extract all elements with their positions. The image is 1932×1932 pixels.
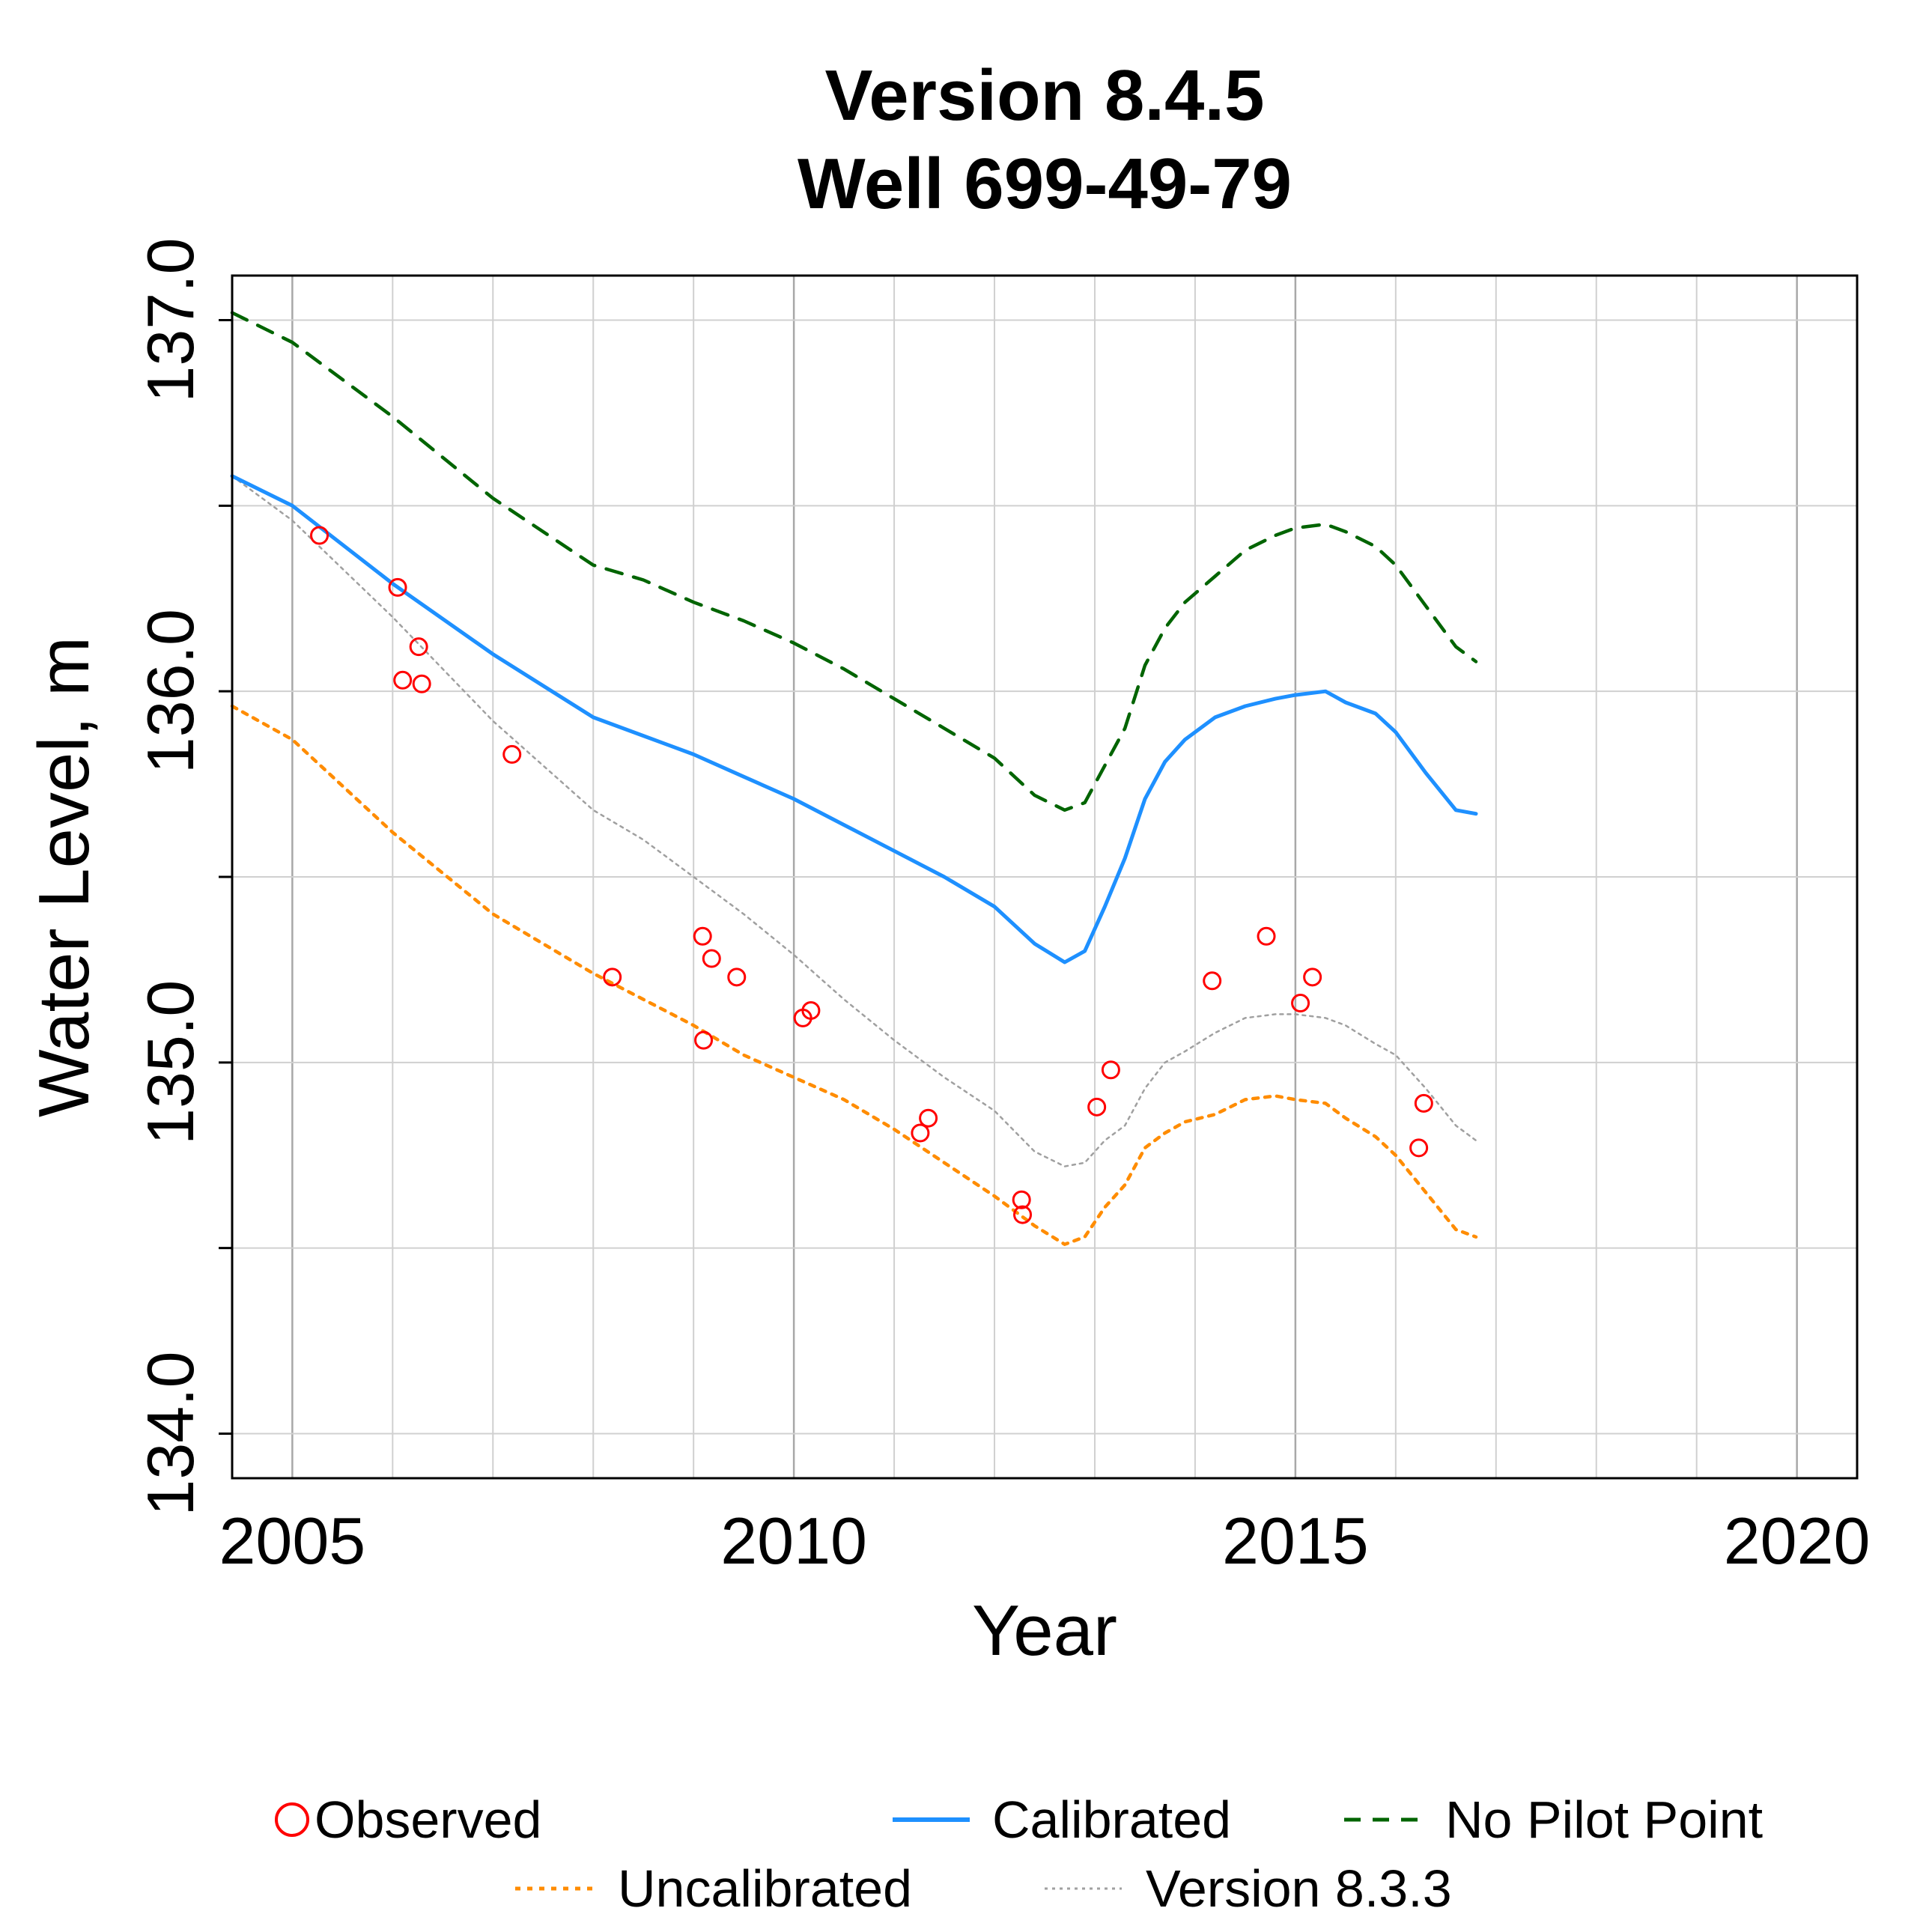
legend-version-833-label: Version 8.3.3 bbox=[1146, 1859, 1452, 1918]
observed-point bbox=[727, 967, 747, 987]
legend-entry-calibrated: Calibrated bbox=[893, 1790, 1231, 1849]
legend-entry-observed: Observed bbox=[275, 1790, 541, 1849]
x-tick-label: 2015 bbox=[1222, 1504, 1369, 1578]
observed-point bbox=[694, 1030, 714, 1050]
observed-point bbox=[1303, 967, 1322, 987]
legend-observed-label: Observed bbox=[315, 1790, 541, 1849]
series-line-uncalibrated bbox=[230, 704, 1478, 1246]
observed-point bbox=[502, 744, 522, 764]
legend-no-pilot-point-label: No Pilot Point bbox=[1445, 1790, 1763, 1849]
x-tick-label: 2010 bbox=[720, 1504, 867, 1578]
observed-point bbox=[1414, 1093, 1433, 1113]
observed-point bbox=[1409, 1138, 1429, 1158]
observed-point bbox=[801, 1000, 821, 1020]
legend-observed-marker bbox=[275, 1802, 309, 1837]
x-tick-label: 2020 bbox=[1724, 1504, 1871, 1578]
y-tick-label: 137.0 bbox=[133, 237, 207, 402]
observed-point bbox=[388, 577, 407, 597]
chart-subtitle: Well 699-49-79 bbox=[798, 144, 1292, 224]
observed-point bbox=[409, 637, 428, 657]
observed-point bbox=[693, 926, 712, 946]
observed-point bbox=[412, 674, 431, 693]
observed-point bbox=[911, 1123, 930, 1143]
observed-point bbox=[1087, 1097, 1107, 1117]
legend-uncalibrated-label: Uncalibrated bbox=[618, 1859, 912, 1918]
series-layer bbox=[230, 311, 1478, 1246]
x-axis-label: Year bbox=[972, 1591, 1117, 1671]
observed-point bbox=[1012, 1190, 1031, 1209]
series-line-calibrated bbox=[230, 474, 1478, 965]
y-axis-label: Water Level, m bbox=[24, 637, 104, 1117]
observed-point bbox=[310, 526, 329, 545]
observed-point bbox=[702, 949, 721, 968]
x-tick-label: 2005 bbox=[219, 1504, 365, 1578]
y-tick-label: 135.0 bbox=[133, 980, 207, 1145]
legend-entry-uncalibrated: Uncalibrated bbox=[515, 1859, 912, 1918]
series-line-version-8-3-3 bbox=[231, 475, 1477, 1167]
observed-point bbox=[919, 1108, 938, 1128]
observed-point bbox=[393, 670, 413, 690]
observed-point bbox=[1291, 994, 1310, 1013]
observed-point bbox=[1013, 1205, 1033, 1224]
legend-entry-version-833: Version 8.3.3 bbox=[1045, 1859, 1452, 1918]
observed-point bbox=[1203, 971, 1222, 991]
y-tick-label: 136.0 bbox=[133, 609, 207, 774]
x-axis: 2005 2010 2015 2020 bbox=[219, 1504, 1870, 1578]
legend-calibrated-label: Calibrated bbox=[992, 1790, 1231, 1849]
series-line-no-pilot-point bbox=[230, 311, 1478, 812]
grid bbox=[232, 276, 1857, 1478]
legend: Observed Calibrated No Pilot Point Uncal… bbox=[275, 1790, 1763, 1918]
observed-point bbox=[1101, 1060, 1120, 1080]
y-tick-label: 134.0 bbox=[133, 1351, 207, 1516]
observed-point bbox=[603, 967, 622, 987]
y-axis: 134.0 135.0 136.0 137.0 bbox=[133, 237, 232, 1516]
chart-title: Version 8.4.5 bbox=[824, 55, 1264, 136]
legend-entry-no-pilot-point: No Pilot Point bbox=[1344, 1790, 1763, 1849]
observed-point bbox=[1257, 926, 1276, 946]
